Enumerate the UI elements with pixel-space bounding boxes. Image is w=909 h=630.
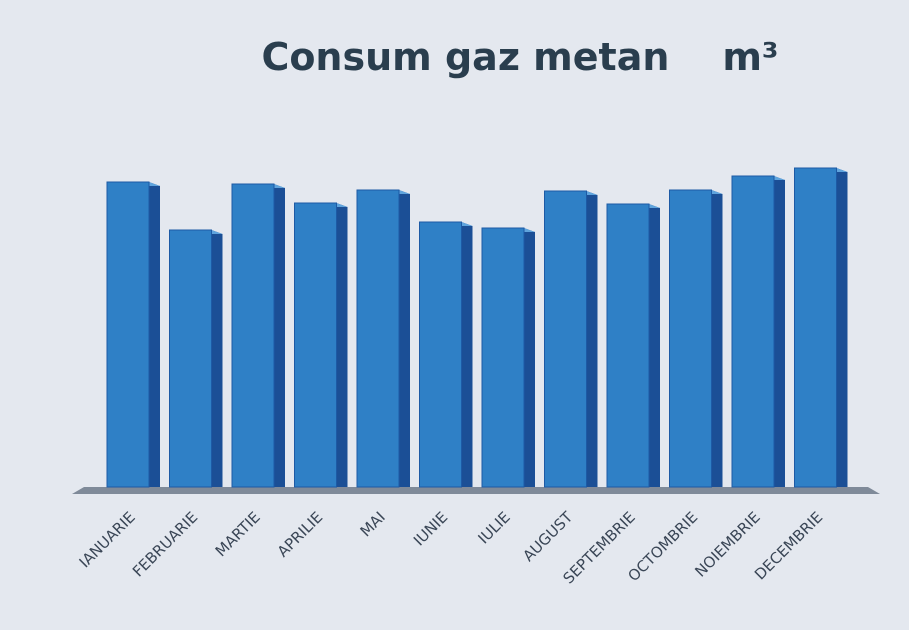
bar-side <box>711 190 723 487</box>
bar <box>794 167 837 488</box>
bar <box>231 183 275 488</box>
bar <box>294 202 337 488</box>
bar-side <box>774 176 785 487</box>
bar <box>731 175 775 488</box>
bar-side <box>836 168 848 487</box>
bar-side <box>524 228 535 487</box>
bar-side <box>399 190 410 487</box>
bar <box>481 227 525 488</box>
bar <box>606 203 650 488</box>
bar-side <box>274 184 285 487</box>
bar-side <box>149 182 160 487</box>
bar-side <box>211 230 223 487</box>
bar-side <box>461 222 473 487</box>
bar-side <box>336 203 348 487</box>
bar <box>169 229 212 488</box>
bar <box>106 181 150 488</box>
bar-side <box>586 191 598 487</box>
floor <box>72 487 880 494</box>
bar <box>669 189 712 488</box>
bar-side <box>649 204 660 487</box>
bar <box>419 221 462 488</box>
chart-title: Consum gaz metan m³ <box>261 35 778 79</box>
bar <box>356 189 400 488</box>
bar <box>544 190 587 488</box>
